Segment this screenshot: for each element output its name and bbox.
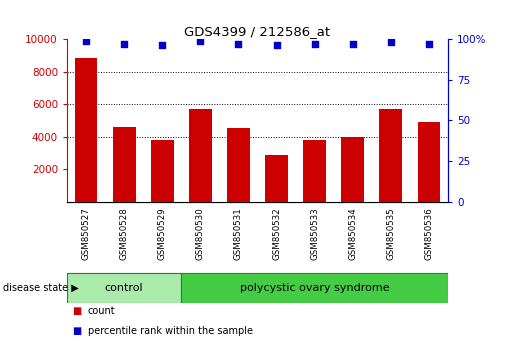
Text: disease state ▶: disease state ▶ [3, 282, 78, 293]
Text: GSM850530: GSM850530 [196, 207, 205, 260]
Text: GSM850531: GSM850531 [234, 207, 243, 260]
Text: GSM850534: GSM850534 [348, 207, 357, 260]
Text: GSM850533: GSM850533 [310, 207, 319, 260]
Text: GSM850535: GSM850535 [386, 207, 396, 260]
Point [425, 41, 433, 47]
Text: GSM850532: GSM850532 [272, 207, 281, 260]
Point [120, 41, 128, 47]
Point [82, 38, 90, 44]
Point [158, 42, 166, 48]
Text: GSM850527: GSM850527 [81, 207, 91, 260]
Point [349, 41, 357, 47]
Bar [189, 109, 212, 202]
Text: ■: ■ [72, 326, 81, 336]
Text: polycystic ovary syndrome: polycystic ovary syndrome [240, 282, 389, 293]
Text: percentile rank within the sample: percentile rank within the sample [88, 326, 252, 336]
Text: GSM850536: GSM850536 [424, 207, 434, 260]
Text: GSM850528: GSM850528 [119, 207, 129, 260]
Bar [181, 273, 448, 303]
Point [387, 39, 395, 45]
Title: GDS4399 / 212586_at: GDS4399 / 212586_at [184, 25, 331, 38]
Bar [227, 128, 250, 202]
Bar [341, 137, 364, 202]
Point [311, 41, 319, 47]
Point [196, 38, 204, 44]
Bar [113, 127, 135, 202]
Bar [303, 140, 326, 202]
Point [234, 41, 243, 47]
Text: GSM850529: GSM850529 [158, 207, 167, 260]
Point [272, 42, 281, 48]
Text: count: count [88, 306, 115, 316]
Bar [380, 109, 402, 202]
Bar [265, 155, 288, 202]
Bar [418, 122, 440, 202]
Bar [67, 273, 181, 303]
Bar [75, 58, 97, 202]
Text: control: control [105, 282, 143, 293]
Text: ■: ■ [72, 306, 81, 316]
Bar [151, 140, 174, 202]
